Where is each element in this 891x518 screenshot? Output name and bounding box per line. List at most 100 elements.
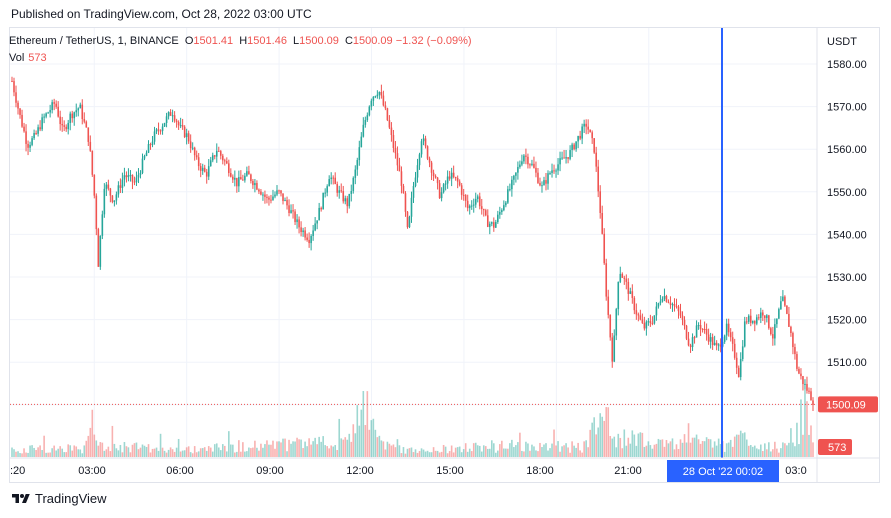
candle-body: [539, 182, 541, 186]
candle-body: [350, 190, 353, 194]
candle-body: [649, 321, 652, 324]
volume-bar: [466, 451, 469, 457]
candle-body: [137, 174, 140, 178]
x-tick-label: 21:00: [614, 465, 642, 477]
y-tick-label: 1510.00: [827, 357, 867, 369]
volume-bar: [733, 436, 736, 457]
close-value: 1500.09: [352, 35, 393, 47]
volume-bar: [205, 450, 208, 457]
volume-bar: [649, 445, 652, 457]
candle-body: [625, 278, 628, 282]
volume-bar: [398, 445, 401, 457]
volume-bar: [203, 447, 206, 457]
volume-bar: [697, 439, 700, 457]
candle-body: [509, 189, 511, 191]
volume-bar: [270, 444, 272, 457]
volume-bar: [31, 445, 33, 457]
volume-bar: [189, 452, 192, 457]
footer-brand[interactable]: TradingView: [35, 491, 107, 506]
volume-bar: [199, 448, 202, 457]
candle-body: [322, 192, 324, 210]
volume-bar: [302, 448, 304, 457]
candle-body: [85, 121, 88, 128]
tradingview-logo-icon[interactable]: [11, 492, 31, 506]
symbol-label[interactable]: Ethereum / TetherUS, 1, BINANCE: [9, 35, 179, 47]
candle-body: [93, 174, 96, 196]
candle-body: [103, 188, 106, 215]
volume-bar: [276, 441, 278, 457]
volume-bar: [460, 452, 463, 457]
candle-body: [766, 315, 768, 319]
candle-body: [33, 133, 35, 139]
volume-label[interactable]: Vol: [9, 52, 25, 64]
change-value: −1.32 (−0.09%): [395, 35, 472, 47]
candle-body: [713, 342, 716, 346]
candle-body: [105, 184, 108, 189]
candle-body: [39, 127, 41, 130]
candle-body: [151, 141, 154, 145]
volume-bar: [713, 441, 716, 457]
candle-body: [545, 180, 547, 184]
volume-bar: [575, 447, 577, 457]
candle-body: [280, 190, 282, 194]
volume-bar: [669, 441, 672, 457]
volume-bar: [633, 434, 636, 457]
candle-body: [205, 171, 208, 177]
candle-body: [490, 222, 493, 224]
candle-body: [57, 106, 59, 117]
candle-body: [306, 237, 308, 240]
volume-bar: [784, 443, 786, 457]
candle-body: [27, 143, 29, 148]
candle-body: [49, 110, 51, 113]
volume-bar: [129, 452, 132, 457]
volume-bar: [73, 445, 76, 457]
price-chart[interactable]: USDT 1580.00 1570.00 1560.00 1550.00 1540.00 1…: [10, 28, 880, 483]
candle-body: [456, 178, 459, 182]
candle-body: [442, 184, 445, 193]
y-tick-label: 1580.00: [827, 59, 867, 71]
volume-bar: [19, 453, 21, 457]
candle-body: [312, 230, 314, 236]
candle-body: [165, 116, 168, 123]
x-tick-label: 18:00: [526, 465, 554, 477]
candle-body: [360, 136, 363, 148]
candle-body: [667, 301, 670, 303]
candle-body: [416, 165, 419, 178]
candle-body: [402, 185, 405, 194]
volume-bar: [681, 442, 684, 457]
candle-body: [681, 315, 684, 320]
candle-body: [737, 367, 740, 378]
volume-bar: [749, 445, 752, 457]
y-tick-label: 1540.00: [827, 229, 867, 241]
candle-body: [478, 196, 481, 207]
candle-body: [412, 186, 415, 198]
volume-bar: [685, 442, 688, 457]
candle-body: [356, 160, 359, 170]
candle-body: [73, 112, 76, 119]
candle-body: [450, 172, 453, 179]
candle-body: [689, 345, 692, 348]
candle-body: [605, 263, 608, 297]
candle-body: [599, 191, 602, 214]
volume-bar: [786, 445, 788, 457]
candle-body: [499, 211, 501, 215]
candle-body: [35, 133, 37, 135]
candle-body: [47, 112, 49, 114]
volume-bar: [282, 438, 284, 457]
volume-bar: [107, 446, 110, 457]
candle-body: [446, 176, 449, 184]
candle-body: [764, 315, 766, 319]
volume-bar: [320, 441, 322, 457]
volume-bar: [782, 442, 784, 457]
candle-body: [292, 210, 294, 212]
candle-body: [559, 158, 561, 165]
volume-bar: [350, 441, 353, 457]
chart-area[interactable]: USDT 1580.00 1570.00 1560.00 1550.00 1540.00 1…: [9, 27, 880, 483]
candle-body: [270, 199, 272, 201]
volume-bar: [51, 448, 53, 457]
candle-body: [342, 191, 345, 202]
volume-bar: [358, 425, 361, 457]
volume-bar: [533, 446, 535, 457]
candle-body: [557, 164, 559, 171]
candle-body: [595, 152, 597, 167]
